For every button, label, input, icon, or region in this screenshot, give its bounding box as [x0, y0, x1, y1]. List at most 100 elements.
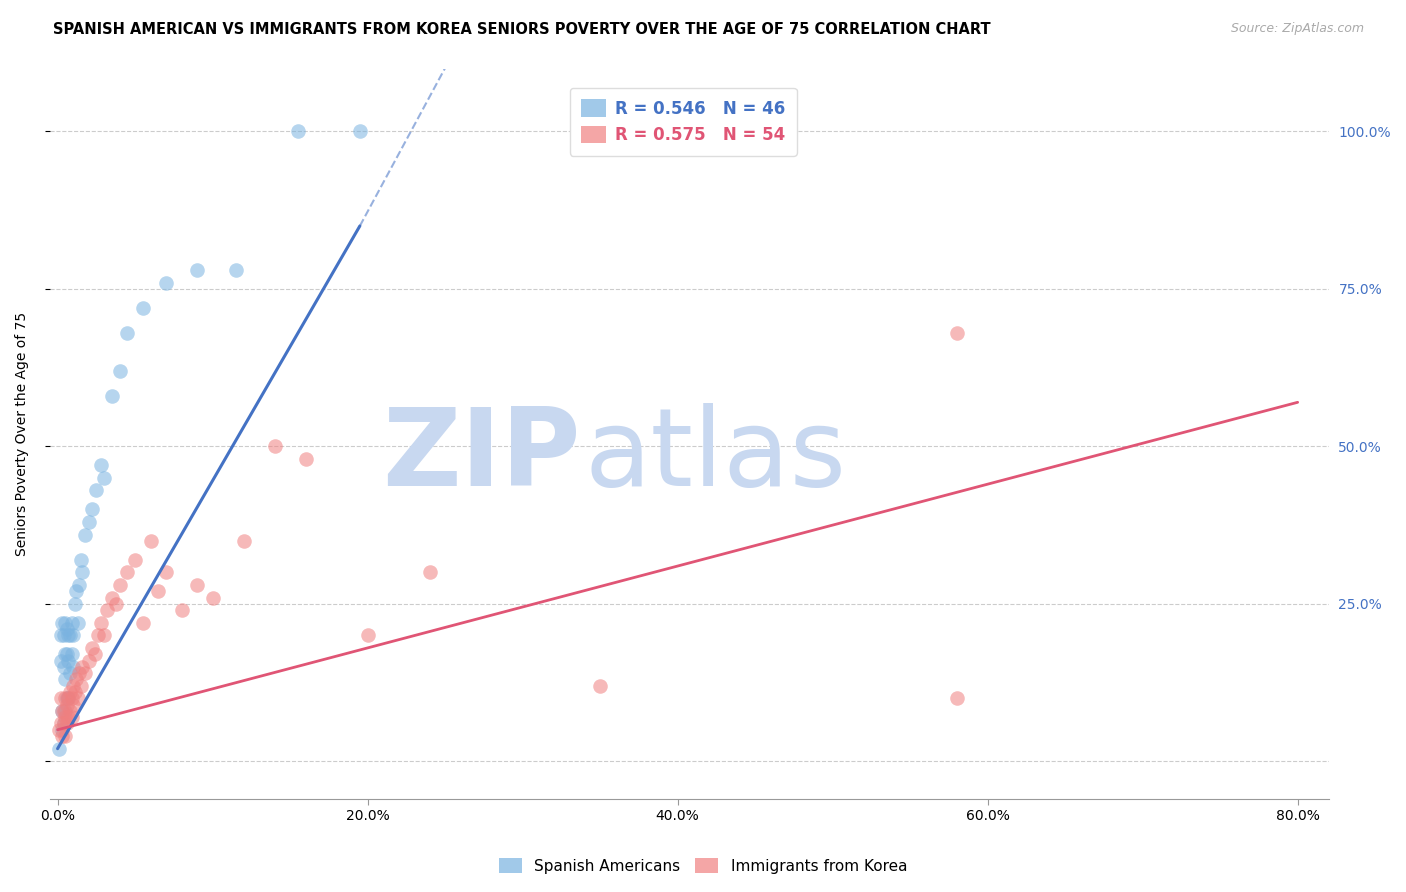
- Point: [59, 685, 82, 699]
- Point: [59, 704, 82, 718]
- Point: [53, 729, 76, 743]
- Point: [101, 389, 124, 403]
- Point: [287, 124, 309, 138]
- Text: SPANISH AMERICAN VS IMMIGRANTS FROM KOREA SENIORS POVERTY OVER THE AGE OF 75 COR: SPANISH AMERICAN VS IMMIGRANTS FROM KORE…: [53, 22, 991, 37]
- Point: [51, 615, 73, 630]
- Point: [186, 578, 208, 592]
- Point: [349, 124, 371, 138]
- Text: Source: ZipAtlas.com: Source: ZipAtlas.com: [1230, 22, 1364, 36]
- Point: [155, 276, 177, 290]
- Point: [58, 628, 80, 642]
- Point: [93, 471, 115, 485]
- Point: [48, 741, 70, 756]
- Point: [60, 647, 83, 661]
- Point: [77, 653, 100, 667]
- Point: [945, 691, 967, 706]
- Point: [356, 628, 378, 642]
- Point: [66, 615, 89, 630]
- Point: [65, 584, 87, 599]
- Point: [77, 515, 100, 529]
- Point: [148, 584, 170, 599]
- Point: [58, 691, 80, 706]
- Point: [419, 566, 441, 580]
- Point: [60, 615, 83, 630]
- Y-axis label: Seniors Poverty Over the Age of 75: Seniors Poverty Over the Age of 75: [15, 311, 30, 556]
- Point: [56, 647, 79, 661]
- Text: atlas: atlas: [585, 402, 846, 508]
- Point: [232, 533, 254, 548]
- Point: [155, 566, 177, 580]
- Point: [58, 710, 80, 724]
- Point: [132, 301, 155, 315]
- Point: [72, 566, 94, 580]
- Point: [53, 710, 76, 724]
- Point: [53, 673, 76, 687]
- Point: [58, 691, 80, 706]
- Point: [139, 533, 162, 548]
- Point: [52, 716, 75, 731]
- Point: [62, 679, 84, 693]
- Point: [60, 691, 83, 706]
- Legend: R = 0.546   N = 46, R = 0.575   N = 54: R = 0.546 N = 46, R = 0.575 N = 54: [569, 87, 797, 156]
- Point: [62, 698, 84, 712]
- Point: [263, 439, 285, 453]
- Point: [49, 653, 72, 667]
- Point: [59, 628, 82, 642]
- Point: [53, 647, 76, 661]
- Point: [108, 364, 131, 378]
- Point: [117, 326, 139, 340]
- Point: [67, 666, 90, 681]
- Point: [52, 716, 75, 731]
- Point: [170, 603, 193, 617]
- Point: [132, 615, 155, 630]
- Point: [294, 452, 316, 467]
- Point: [51, 704, 73, 718]
- Point: [65, 673, 87, 687]
- Point: [60, 710, 83, 724]
- Point: [105, 597, 128, 611]
- Point: [56, 691, 79, 706]
- Point: [96, 603, 118, 617]
- Point: [201, 591, 224, 605]
- Point: [49, 628, 72, 642]
- Point: [90, 615, 112, 630]
- Point: [93, 628, 115, 642]
- Point: [63, 597, 86, 611]
- Point: [56, 698, 79, 712]
- Point: [63, 685, 86, 699]
- Point: [52, 704, 75, 718]
- Point: [186, 263, 208, 277]
- Point: [80, 640, 103, 655]
- Point: [86, 483, 108, 498]
- Point: [87, 628, 110, 642]
- Point: [75, 527, 97, 541]
- Point: [62, 660, 84, 674]
- Point: [66, 691, 89, 706]
- Text: ZIP: ZIP: [382, 402, 581, 508]
- Point: [49, 716, 72, 731]
- Point: [49, 691, 72, 706]
- Point: [124, 553, 146, 567]
- Point: [117, 566, 139, 580]
- Point: [52, 660, 75, 674]
- Point: [67, 578, 90, 592]
- Point: [101, 591, 124, 605]
- Point: [53, 615, 76, 630]
- Point: [56, 622, 79, 636]
- Point: [589, 679, 612, 693]
- Legend: Spanish Americans, Immigrants from Korea: Spanish Americans, Immigrants from Korea: [492, 852, 914, 880]
- Point: [48, 723, 70, 737]
- Point: [51, 723, 73, 737]
- Point: [69, 679, 91, 693]
- Point: [62, 628, 84, 642]
- Point: [52, 628, 75, 642]
- Point: [225, 263, 247, 277]
- Point: [945, 326, 967, 340]
- Point: [90, 458, 112, 473]
- Point: [72, 660, 94, 674]
- Point: [108, 578, 131, 592]
- Point: [59, 666, 82, 681]
- Point: [53, 691, 76, 706]
- Point: [83, 647, 105, 661]
- Point: [51, 729, 73, 743]
